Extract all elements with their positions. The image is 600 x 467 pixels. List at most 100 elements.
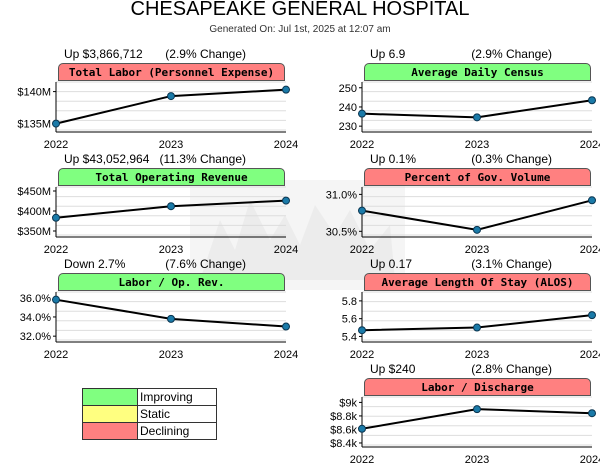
chart-panel-average-daily-census: Up 6.9 (2.9% Change) 230 240 250 2022 2023 2024… bbox=[320, 47, 600, 152]
legend-label-improving: Improving bbox=[137, 388, 217, 406]
x-tick-label: 2024 bbox=[274, 139, 298, 151]
line-chart: 32.0% 34.0% 36.0% 2022 2023 2024 bbox=[20, 291, 298, 361]
change-summary: Up $3,866,712 bbox=[64, 47, 143, 61]
x-tick-label: 2022 bbox=[44, 349, 68, 361]
change-summary: Down 2.7% bbox=[64, 257, 126, 271]
x-tick-label: 2024 bbox=[580, 244, 600, 256]
x-tick-label: 2022 bbox=[350, 349, 374, 361]
x-tick-label: 2023 bbox=[159, 349, 183, 361]
change-summary: Up $43,052,964 bbox=[64, 152, 150, 166]
change-percent: (2.8% Change) bbox=[471, 362, 552, 376]
change-percent: (2.9% Change) bbox=[471, 47, 552, 61]
x-tick-label: 2024 bbox=[580, 349, 600, 361]
data-point bbox=[52, 119, 60, 128]
x-tick-label: 2024 bbox=[274, 244, 298, 256]
data-point bbox=[588, 409, 596, 418]
x-tick-label: 2022 bbox=[44, 139, 68, 151]
chart-panel-total-operating-revenue: Up $43,052,964 (11.3% Change) $350M $400M $4… bbox=[14, 152, 298, 257]
y-tick-label: $8.6k bbox=[330, 424, 357, 436]
chart-panel-percent-of-gov-volume: Up 0.1% (0.3% Change) 30.5% 31.0% 2022 2023 20… bbox=[320, 152, 600, 257]
line-chart: 30.5% 31.0% 2022 2023 2024 bbox=[326, 186, 600, 256]
data-point bbox=[358, 109, 366, 118]
y-tick-label: 5.6 bbox=[342, 314, 357, 326]
x-tick-label: 2023 bbox=[465, 244, 489, 256]
change-summary: Up 6.9 bbox=[370, 47, 406, 61]
change-percent: (7.6% Change) bbox=[165, 257, 246, 271]
x-tick-label: 2022 bbox=[350, 454, 374, 466]
y-tick-label: 32.0% bbox=[20, 331, 51, 343]
y-tick-label: $350M bbox=[17, 226, 51, 238]
data-point bbox=[52, 213, 60, 222]
legend-label-static: Static bbox=[137, 405, 217, 423]
legend-swatch-declining bbox=[82, 422, 138, 440]
y-tick-label: 5.4 bbox=[342, 331, 357, 343]
data-point bbox=[588, 96, 596, 105]
data-point bbox=[588, 196, 596, 205]
chart-title-banner: Labor / Discharge bbox=[364, 378, 591, 396]
y-tick-label: $400M bbox=[17, 206, 51, 218]
change-summary: Up 0.1% bbox=[370, 152, 417, 166]
x-tick-label: 2024 bbox=[274, 349, 298, 361]
generated-timestamp: Generated On: Jul 1st, 2025 at 12:07 am bbox=[209, 24, 391, 35]
y-tick-label: $140M bbox=[17, 87, 51, 99]
data-point bbox=[473, 323, 481, 332]
legend-row-static: Static bbox=[82, 405, 217, 423]
chart-title-banner: Percent of Gov. Volume bbox=[364, 168, 591, 186]
legend: Improving Static Declining bbox=[82, 388, 217, 440]
chart-title-banner: Average Daily Census bbox=[364, 63, 591, 81]
page-title: CHESAPEAKE GENERAL HOSPITAL bbox=[130, 0, 470, 20]
chart-panel-labor-op-rev: Down 2.7% (7.6% Change) 32.0% 34.0% 36.0% 202… bbox=[14, 257, 298, 362]
x-tick-label: 2024 bbox=[580, 139, 600, 151]
data-point bbox=[167, 92, 175, 101]
change-percent: (2.9% Change) bbox=[165, 47, 246, 61]
data-point bbox=[167, 314, 175, 323]
y-tick-label: 5.8 bbox=[342, 296, 357, 308]
data-point bbox=[358, 206, 366, 215]
y-tick-label: $9k bbox=[339, 397, 357, 409]
data-point bbox=[473, 225, 481, 234]
x-tick-label: 2023 bbox=[465, 454, 489, 466]
line-chart: $8.4k $8.6k$8.8k $9k 2022 2023 2024 bbox=[330, 396, 600, 466]
y-tick-label: 36.0% bbox=[20, 293, 51, 305]
y-tick-label: $8.8k bbox=[330, 411, 357, 423]
line-chart: $135M $140M 2022 2023 2024 bbox=[17, 81, 298, 151]
x-tick-label: 2022 bbox=[44, 244, 68, 256]
y-tick-label: 230 bbox=[339, 121, 357, 133]
legend-row-improving: Improving bbox=[82, 388, 217, 406]
chart-title-banner: Labor / Op. Rev. bbox=[58, 273, 285, 291]
change-percent: (0.3% Change) bbox=[471, 152, 552, 166]
chart-title-banner: Average Length Of Stay (ALOS) bbox=[364, 273, 591, 291]
line-chart: 230 240 250 2022 2023 2024 bbox=[339, 81, 600, 151]
change-summary: Up 0.17 bbox=[370, 257, 413, 271]
change-summary: Up $240 bbox=[370, 362, 416, 376]
data-point bbox=[282, 196, 290, 205]
y-tick-label: $8.4k bbox=[330, 438, 357, 450]
x-tick-label: 2023 bbox=[159, 244, 183, 256]
data-point bbox=[473, 113, 481, 122]
x-tick-label: 2023 bbox=[465, 139, 489, 151]
chart-panel-total-labor-personnel-expense: Up $3,866,712 (2.9% Change) $135M $140M 2022… bbox=[14, 47, 298, 152]
legend-label-declining: Declining bbox=[137, 422, 217, 440]
x-tick-label: 2024 bbox=[580, 454, 600, 466]
legend-swatch-improving bbox=[82, 388, 138, 406]
change-percent: (3.1% Change) bbox=[471, 257, 552, 271]
data-point bbox=[588, 311, 596, 320]
data-point bbox=[52, 295, 60, 304]
y-tick-label: 34.0% bbox=[20, 312, 51, 324]
data-point bbox=[358, 424, 366, 433]
y-tick-label: $135M bbox=[17, 119, 51, 131]
data-point bbox=[358, 326, 366, 335]
chart-title-banner: Total Operating Revenue bbox=[58, 168, 285, 186]
data-point bbox=[282, 85, 290, 94]
x-tick-label: 2022 bbox=[350, 244, 374, 256]
x-tick-label: 2023 bbox=[465, 349, 489, 361]
line-chart: $350M $400M $450M 2022 2023 2024 bbox=[17, 186, 298, 256]
data-point bbox=[473, 405, 481, 414]
y-tick-label: $450M bbox=[17, 186, 51, 198]
legend-row-declining: Declining bbox=[82, 422, 217, 440]
y-tick-label: 31.0% bbox=[326, 189, 357, 201]
data-point bbox=[167, 202, 175, 211]
y-tick-label: 250 bbox=[339, 83, 357, 95]
legend-swatch-static bbox=[82, 405, 138, 423]
x-tick-label: 2023 bbox=[159, 139, 183, 151]
